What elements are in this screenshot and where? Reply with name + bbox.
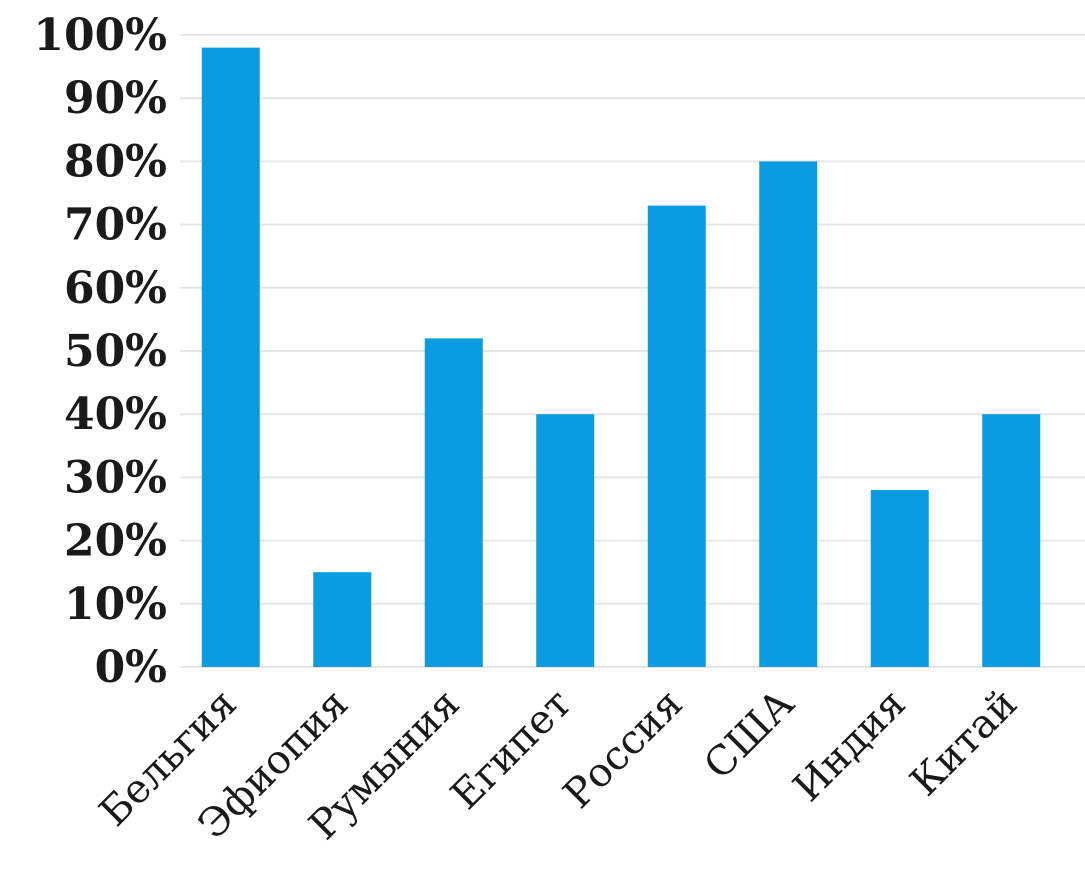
y-tick-label: 0% — [95, 642, 167, 693]
bar — [982, 414, 1041, 667]
y-tick-label: 40% — [64, 389, 167, 440]
y-tick-label: 70% — [64, 200, 167, 251]
bar — [870, 490, 929, 667]
y-tick-label: 90% — [64, 73, 167, 124]
x-tick-label: Индия — [785, 681, 915, 811]
y-axis: 0% 10% 20% 30% 40% 50% 60% 70% 80% 90% 100% — [33, 10, 167, 693]
x-tick-label: Китай — [902, 681, 1027, 806]
y-tick-label: 80% — [64, 136, 167, 187]
x-tick-label: США — [695, 681, 803, 789]
y-tick-label: 20% — [64, 516, 167, 567]
y-tick-label: 10% — [64, 579, 167, 630]
bar — [201, 47, 260, 667]
y-tick-label: 100% — [33, 10, 167, 61]
y-tick-label: 30% — [64, 452, 167, 503]
bars-layer — [201, 47, 1041, 667]
bar — [759, 161, 818, 667]
bar — [536, 414, 595, 667]
x-tick-label: Египет — [442, 681, 580, 819]
bar — [313, 572, 372, 667]
y-tick-label: 60% — [64, 263, 167, 314]
x-tick-label: Россия — [555, 681, 692, 818]
y-tick-label: 50% — [64, 326, 167, 377]
bar — [424, 338, 483, 667]
bar — [647, 205, 706, 667]
